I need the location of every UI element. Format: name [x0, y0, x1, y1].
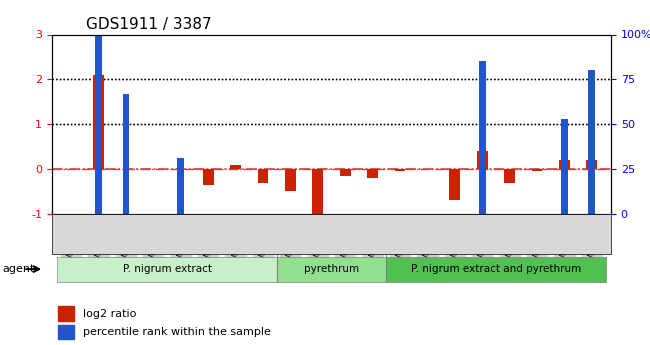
Text: pyrethrum: pyrethrum	[304, 264, 359, 274]
Text: percentile rank within the sample: percentile rank within the sample	[83, 327, 270, 337]
Bar	[504, 169, 515, 183]
Text: agent: agent	[3, 264, 35, 274]
Text: P. nigrum extract: P. nigrum extract	[123, 264, 212, 274]
FancyBboxPatch shape	[57, 257, 277, 282]
Bar	[95, 34, 102, 214]
Bar	[230, 165, 241, 169]
Bar	[312, 169, 323, 214]
Bar	[123, 94, 129, 214]
Bar	[340, 169, 351, 176]
Bar	[285, 169, 296, 191]
Bar	[476, 151, 488, 169]
Bar	[203, 169, 214, 185]
Text: P. nigrum extract and pyrethrum: P. nigrum extract and pyrethrum	[411, 264, 581, 274]
Bar	[257, 169, 268, 183]
Bar	[58, 306, 74, 321]
Bar	[559, 160, 570, 169]
Bar	[586, 160, 597, 169]
Bar	[58, 325, 74, 339]
Bar	[532, 169, 543, 171]
FancyBboxPatch shape	[277, 257, 386, 282]
Bar	[395, 169, 406, 171]
Bar	[367, 169, 378, 178]
FancyBboxPatch shape	[386, 257, 606, 282]
Bar	[479, 61, 486, 214]
Text: GDS1911 / 3387: GDS1911 / 3387	[86, 17, 211, 32]
Bar	[449, 169, 460, 200]
Bar	[561, 119, 568, 214]
Bar	[177, 158, 184, 214]
Text: log2 ratio: log2 ratio	[83, 309, 136, 319]
Bar	[588, 70, 595, 214]
Bar	[93, 75, 104, 169]
